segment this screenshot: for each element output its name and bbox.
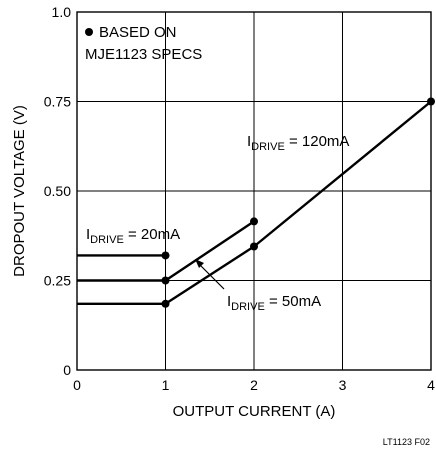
series-label-50ma-arrow [196,261,225,290]
series-label-20ma-sub: DRIVE [90,234,124,246]
x-tick-label: 3 [339,377,347,393]
data-point [161,276,170,285]
figure-id: LT1123 F02 [383,437,430,447]
data-point [161,251,170,260]
data-point [161,299,170,308]
series-label-50ma-sub: DRIVE [231,301,265,313]
legend-marker [85,28,93,36]
series-label-120ma: IDRIVE = 120mA [247,133,349,153]
plot-frame [76,11,432,371]
legend: BASED ON MJE1123 SPECS [85,24,202,63]
series-label-120ma-rest: = 120mA [285,133,350,150]
y-tick-label: 1.0 [52,4,72,20]
svg-text:IDRIVE = 50mA: IDRIVE = 50mA [227,293,321,313]
series-label-50ma-arrowhead [195,259,204,268]
grid [77,12,431,370]
legend-line-1: BASED ON [99,24,177,41]
legend-line-2: MJE1123 SPECS [85,46,202,63]
data-point [250,217,258,226]
series-label-20ma-rest: = 20mA [124,226,180,243]
series-label-120ma-main: I [247,133,251,150]
y-tick-label: 0.25 [44,273,71,289]
x-tick-label: 0 [73,377,81,393]
tick-labels: 0 1 2 3 4 0 0.25 0.50 0.75 1.0 [44,4,435,393]
svg-text:IDRIVE = 120mA: IDRIVE = 120mA [247,133,349,153]
y-tick-label: 0.50 [44,183,71,199]
data-markers [161,97,435,308]
x-tick-label: 2 [250,377,258,393]
series-label-50ma-main: I [227,293,231,310]
svg-text:IDRIVE = 20mA: IDRIVE = 20mA [86,226,180,246]
series-label-120ma-sub: DRIVE [251,141,285,153]
series-label-20ma-main: I [86,226,90,243]
x-tick-label: 4 [427,377,435,393]
data-point [250,242,258,251]
y-axis-label: DROPOUT VOLTAGE (V) [11,105,28,277]
x-axis-label: OUTPUT CURRENT (A) [173,403,336,420]
y-tick-label: 0.75 [44,94,71,110]
y-tick-label: 0 [63,362,71,378]
x-tick-label: 1 [162,377,170,393]
series-label-50ma: IDRIVE = 50mA [195,259,321,313]
series-label-20ma: IDRIVE = 20mA [86,226,180,246]
series-label-50ma-rest: = 50mA [265,293,321,310]
